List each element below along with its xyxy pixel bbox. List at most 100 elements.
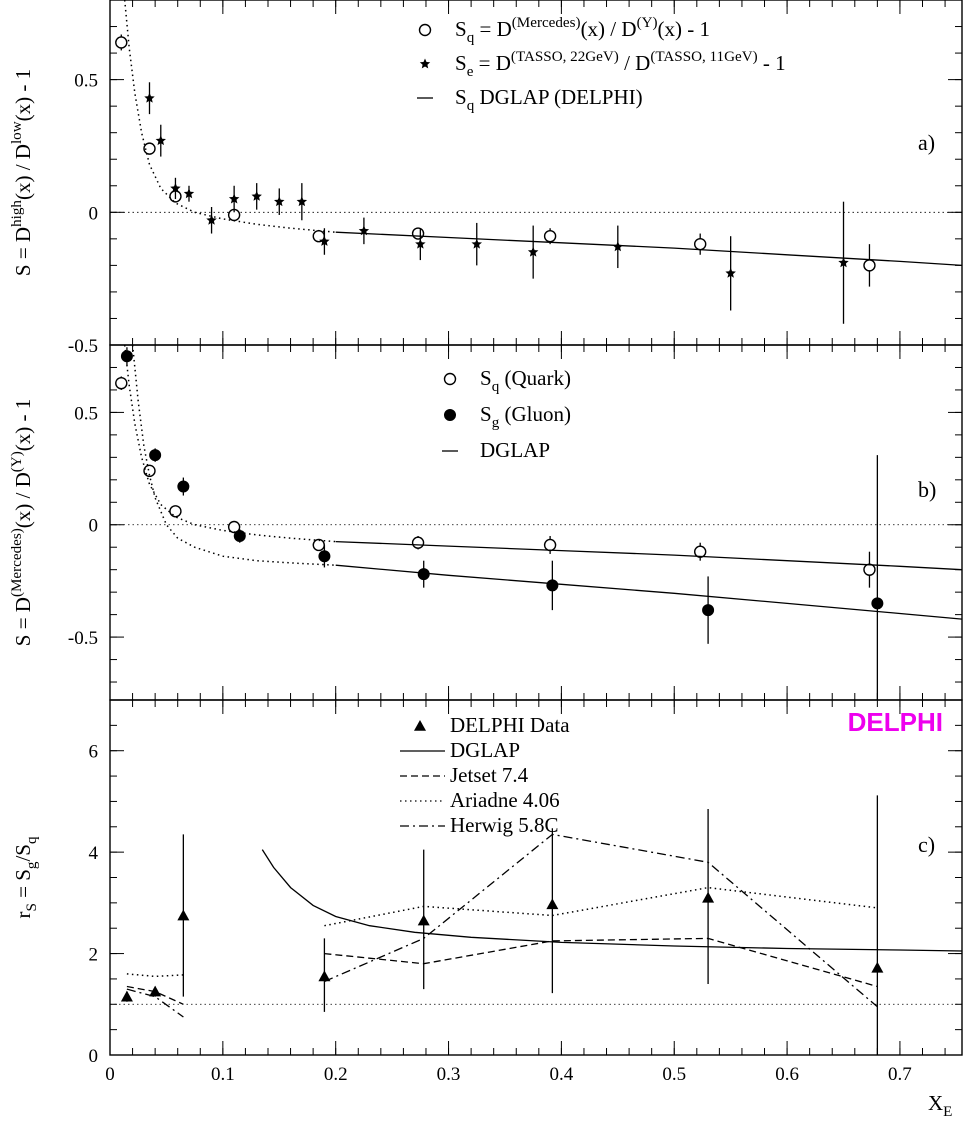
x-tick-label: 0 [105,1064,115,1085]
y-tick-label: 2 [89,945,99,966]
legend-marker-open-circle [443,372,457,386]
delphi-brand: DELPHI [848,707,943,737]
data-point [155,135,166,146]
data-point [527,246,539,257]
data-point [115,36,128,49]
series-dglap-quark-line [335,540,962,571]
series-ariadne-4-06-low-x-line [126,973,184,978]
y-tick-label: -0.5 [68,336,98,357]
legend-entry: Sq (Quark) [480,366,571,395]
data-point [543,229,557,243]
data-point [312,538,325,552]
legend-entry: Sg (Gluon) [480,402,571,431]
y-tick-label: -0.5 [68,628,98,649]
series-jetset-7-4-line [324,937,878,988]
data-point [546,579,559,592]
data-point [871,597,884,610]
data-point [863,563,876,576]
panel-b: 0.5 0 -0.5 S = D(Mercedes)(x) / D(Y)(x) - 1… [9,344,963,701]
series-s-e-d-tasso-22gev-d-tasso-11gev-1 [144,82,849,324]
data-point [120,350,133,363]
legend-marker-filled-circle [444,409,456,421]
data-point [838,257,849,268]
data-point [170,182,181,193]
y-axis-label: S = Dhigh(x) / Dlow(x) - 1 [9,69,35,276]
x-tick-label: 0.7 [888,1064,912,1085]
data-point [543,538,557,552]
data-point [177,909,190,921]
legend-entry: DGLAP [480,438,550,462]
data-point [177,480,190,493]
data-point [417,568,430,581]
legend-entry: Jetset 7.4 [450,763,529,787]
data-point [206,214,217,225]
legend-entry: Herwig 5.8C [450,813,559,837]
data-point [693,237,707,251]
y-axis-ticks [109,700,962,1056]
data-point [863,259,876,272]
x-tick-label: 0.1 [211,1064,235,1085]
legend-entry: Sq DGLAP (DELPHI) [455,85,643,114]
data-point [702,604,715,617]
legend-marker-star [419,58,431,69]
x-axis-label: XE [928,1091,952,1120]
series-s-q-curve-line [123,0,336,233]
data-point [417,914,430,926]
panel-label: c) [918,832,935,857]
y-axis-label: S = D(Mercedes)(x) / D(Y)(x) - 1 [9,399,35,646]
series-herwig-5-8c-line [324,833,878,1008]
series-gluon-curve-line [131,345,336,566]
data-point [251,190,262,201]
x-tick-label: 0.6 [775,1064,799,1085]
x-tick-label: 0.3 [437,1064,461,1085]
data-point [149,449,162,462]
data-point [169,505,182,518]
data-point [183,188,195,199]
x-tick-label: 0.5 [662,1064,686,1085]
series-herwig-5-8c-low-x-line [126,988,184,1018]
x-tick-label: 0.4 [550,1064,574,1085]
series-jetset-7-4-low-x-line [126,985,184,1005]
y-tick-label: 6 [89,742,99,763]
legend-marker-open-circle [418,23,432,37]
data-point [725,267,736,278]
data-point [318,970,331,982]
series-s-q-quark [115,376,876,588]
panel-label: a) [918,130,935,155]
legend: Sq = D(Mercedes)(x) / D(Y)(x) - 1Se = D(… [417,15,786,114]
y-tick-label: 4 [89,843,99,864]
series-dglap-gluon-line [335,564,962,620]
y-tick-label: 0.5 [74,403,98,424]
data-point [233,529,246,542]
data-point [546,898,559,910]
data-point [228,193,240,204]
series-s-g-gluon [120,347,884,700]
plot-area [115,345,962,700]
data-point [144,92,155,103]
data-point [274,196,285,207]
data-point [471,238,482,249]
y-axis-label: rS = Sg/Sq [11,836,40,919]
y-tick-label: 0 [89,516,99,537]
plot-area [120,795,962,1055]
data-point [612,241,623,252]
data-point [411,536,425,549]
y-tick-label: 0.5 [74,71,98,92]
data-point [296,196,308,207]
series-quark-curve-line [123,345,336,543]
legend-entry: Ariadne 4.06 [450,788,560,812]
data-point [411,227,425,240]
series-delphi-data [120,795,884,1055]
data-point [120,990,133,1002]
data-point [143,142,156,155]
y-tick-label: 0 [89,203,99,224]
data-point [871,961,884,973]
legend-entry: DGLAP [450,738,520,762]
data-point [319,236,330,246]
legend-marker-triangle [414,720,426,731]
data-point [318,550,331,563]
y-tick-label: 0 [89,1046,99,1067]
